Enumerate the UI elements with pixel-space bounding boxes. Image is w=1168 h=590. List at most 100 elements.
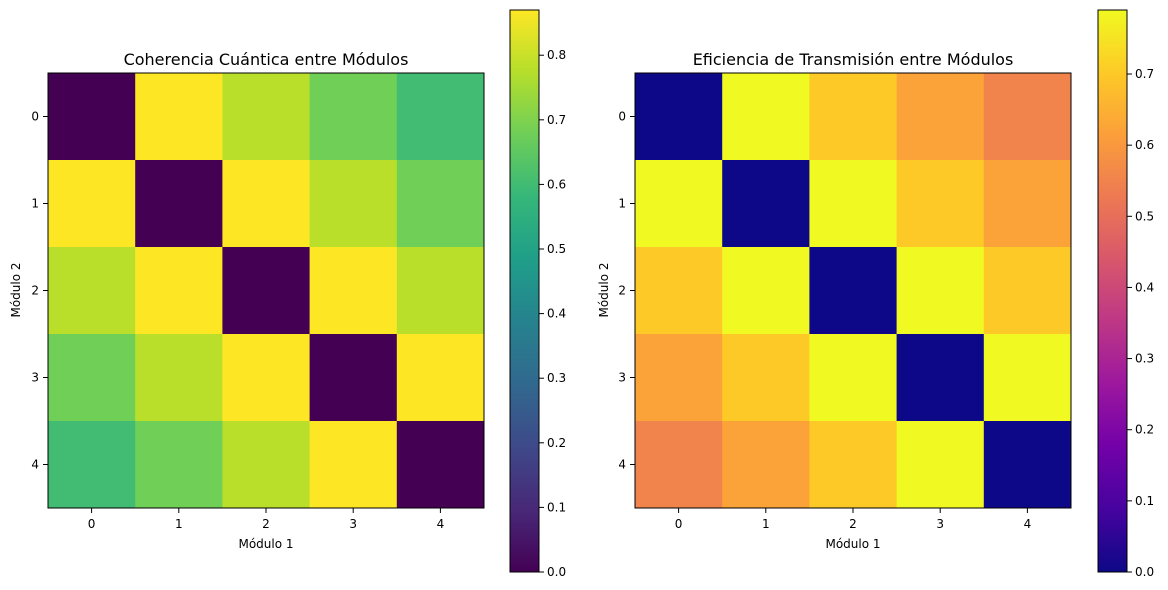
heatmap-cells: [48, 73, 485, 509]
y-tick-label: 0: [31, 110, 39, 124]
heatmap-cell: [983, 334, 1072, 422]
colorbar-tick-label: 0.4: [1135, 280, 1154, 294]
heatmap-cell: [222, 247, 311, 335]
y-tick-label: 0: [618, 110, 626, 124]
y-tick-label: 1: [31, 197, 39, 211]
y-axis-ticks: 0 1 2 3 4: [618, 110, 635, 472]
colorbar-tick-label: 0.7: [547, 113, 566, 127]
heatmap-cell: [309, 73, 398, 161]
heatmap-cell: [983, 421, 1072, 509]
heatmap-cell: [135, 247, 223, 335]
heatmap-cell: [896, 73, 985, 161]
x-tick-label: 1: [175, 517, 183, 531]
heatmap-cell: [722, 160, 810, 248]
heatmap-cell: [983, 160, 1072, 248]
heatmap-cell: [48, 421, 136, 509]
y-tick-label: 4: [618, 458, 626, 472]
heatmap-cell: [222, 421, 311, 509]
y-axis-label: Módulo 2: [9, 262, 23, 317]
heatmap-cell: [48, 334, 136, 422]
y-tick-label: 2: [618, 284, 626, 298]
colorbar-tick-label: 0.6: [1135, 138, 1154, 152]
chart-title: Coherencia Cuántica entre Módulos: [124, 50, 409, 69]
heatmap-cell: [396, 160, 485, 248]
colorbar-tick-label: 0.3: [1135, 352, 1154, 366]
heatmap-cell: [983, 73, 1072, 161]
heatmap-cell: [309, 247, 398, 335]
x-axis-ticks: 0 1 2 3 4: [675, 508, 1031, 531]
colorbar-gradient: [509, 9, 540, 573]
heatmap-cell: [809, 421, 898, 509]
heatmap-cell: [396, 334, 485, 422]
colorbar-tick-label: 0.5: [547, 242, 566, 256]
x-tick-label: 4: [437, 517, 445, 531]
y-tick-label: 3: [618, 371, 626, 385]
heatmap-cell: [809, 247, 898, 335]
y-axis-label: Módulo 2: [597, 262, 611, 317]
colorbar-tick-label: 0.1: [547, 500, 566, 514]
heatmap-cell: [135, 73, 223, 161]
heatmap-cell: [722, 247, 810, 335]
x-tick-label: 2: [262, 517, 270, 531]
x-axis-ticks: 0 1 2 3 4: [88, 508, 444, 531]
colorbar: 0.0 0.1 0.2 0.3 0.4 0.5 0.6 0.7: [1097, 9, 1154, 579]
colorbar-tick-label: 0.2: [547, 436, 566, 450]
heatmap-cell: [896, 247, 985, 335]
colorbar-tick-label: 0.1: [1135, 494, 1154, 508]
y-tick-label: 2: [31, 284, 39, 298]
heatmap-cell: [809, 160, 898, 248]
heatmap-cell: [635, 160, 723, 248]
heatmap-cell: [635, 421, 723, 509]
heatmap-cell: [722, 73, 810, 161]
colorbar-ticks: 0.0 0.1 0.2 0.3 0.4 0.5 0.6 0.7: [1127, 67, 1154, 579]
x-tick-label: 0: [675, 517, 683, 531]
heatmap-cell: [396, 73, 485, 161]
colorbar-tick-label: 0.6: [547, 177, 566, 191]
heatmap-cell: [396, 421, 485, 509]
heatmap-cell: [309, 160, 398, 248]
heatmap-cell: [135, 334, 223, 422]
colorbar-tick-label: 0.4: [547, 307, 566, 321]
heatmap-cell: [48, 160, 136, 248]
heatmap-cell: [222, 334, 311, 422]
heatmap-cell: [896, 334, 985, 422]
chart-title: Eficiencia de Transmisión entre Módulos: [693, 50, 1014, 69]
colorbar-gradient: [1097, 9, 1128, 573]
x-tick-label: 0: [88, 517, 96, 531]
heatmap-cell: [809, 73, 898, 161]
heatmap-cell: [48, 247, 136, 335]
heatmap-cell: [722, 334, 810, 422]
colorbar-tick-label: 0.5: [1135, 209, 1154, 223]
x-tick-label: 1: [762, 517, 770, 531]
heatmap-cell: [135, 160, 223, 248]
heatmap-cell: [222, 73, 311, 161]
heatmap-cell: [809, 334, 898, 422]
heatmap-cell: [635, 73, 723, 161]
colorbar-tick-label: 0.0: [547, 565, 566, 579]
colorbar-tick-label: 0.7: [1135, 67, 1154, 81]
x-tick-label: 2: [849, 517, 857, 531]
colorbar: 0.0 0.1 0.2 0.3 0.4 0.5 0.6 0.7 0.8: [509, 9, 566, 579]
colorbar-tick-label: 0.0: [1135, 565, 1154, 579]
heatmap-cell: [135, 421, 223, 509]
heatmap-cell: [896, 160, 985, 248]
y-axis-ticks: 0 1 2 3 4: [31, 110, 48, 472]
transmission-heatmap-panel: Eficiencia de Transmisión entre Módulos …: [597, 9, 1154, 579]
x-tick-label: 4: [1024, 517, 1032, 531]
heatmap-cell: [635, 247, 723, 335]
colorbar-ticks: 0.0 0.1 0.2 0.3 0.4 0.5 0.6 0.7 0.8: [539, 48, 566, 579]
x-tick-label: 3: [349, 517, 357, 531]
colorbar-tick-label: 0.2: [1135, 423, 1154, 437]
colorbar-tick-label: 0.3: [547, 371, 566, 385]
heatmap-cell: [722, 421, 810, 509]
x-axis-label: Módulo 1: [238, 537, 293, 551]
heatmap-cell: [396, 247, 485, 335]
y-tick-label: 3: [31, 371, 39, 385]
heatmap-cell: [635, 334, 723, 422]
y-tick-label: 1: [618, 197, 626, 211]
heatmap-cell: [222, 160, 311, 248]
colorbar-tick-label: 0.8: [547, 48, 566, 62]
heatmap-cell: [309, 421, 398, 509]
y-tick-label: 4: [31, 458, 39, 472]
